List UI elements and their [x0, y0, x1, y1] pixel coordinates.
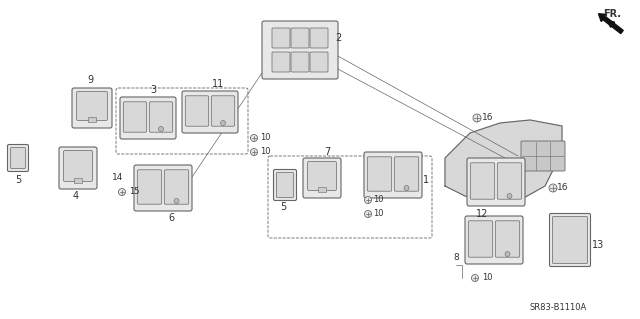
FancyBboxPatch shape	[59, 147, 97, 189]
FancyBboxPatch shape	[164, 170, 189, 204]
FancyBboxPatch shape	[367, 157, 392, 191]
Circle shape	[507, 194, 512, 198]
Text: 16: 16	[483, 114, 493, 122]
Text: 13: 13	[592, 240, 604, 250]
Bar	[318, 187, 326, 192]
FancyBboxPatch shape	[465, 216, 523, 264]
FancyBboxPatch shape	[8, 145, 29, 172]
FancyBboxPatch shape	[273, 169, 296, 201]
FancyBboxPatch shape	[310, 28, 328, 48]
FancyBboxPatch shape	[303, 158, 341, 198]
FancyBboxPatch shape	[276, 173, 294, 197]
Text: 6: 6	[168, 213, 174, 223]
FancyBboxPatch shape	[124, 102, 147, 132]
Text: 10: 10	[482, 273, 492, 283]
FancyBboxPatch shape	[63, 151, 93, 182]
FancyBboxPatch shape	[468, 221, 493, 257]
FancyBboxPatch shape	[211, 96, 235, 126]
FancyBboxPatch shape	[394, 157, 419, 191]
Circle shape	[221, 121, 225, 125]
Text: 2: 2	[335, 33, 341, 43]
Circle shape	[118, 189, 125, 196]
FancyBboxPatch shape	[291, 28, 309, 48]
FancyBboxPatch shape	[138, 170, 162, 204]
Circle shape	[365, 211, 371, 218]
FancyBboxPatch shape	[272, 28, 290, 48]
Text: 8: 8	[453, 254, 459, 263]
FancyBboxPatch shape	[470, 163, 495, 199]
Polygon shape	[445, 120, 562, 203]
Circle shape	[404, 186, 409, 190]
Text: 16: 16	[557, 183, 569, 192]
Circle shape	[250, 135, 257, 142]
FancyBboxPatch shape	[120, 97, 176, 139]
Text: FR.: FR.	[603, 9, 621, 19]
Text: 14: 14	[112, 174, 124, 182]
Circle shape	[365, 197, 371, 204]
FancyBboxPatch shape	[72, 88, 112, 128]
Text: 15: 15	[129, 188, 140, 197]
Text: 5: 5	[15, 175, 21, 185]
Circle shape	[250, 149, 257, 155]
Text: 1: 1	[423, 175, 429, 185]
Text: 7: 7	[324, 147, 330, 157]
Circle shape	[473, 114, 481, 122]
Text: SR83-B1110A: SR83-B1110A	[529, 303, 587, 313]
FancyArrow shape	[598, 14, 623, 33]
Bar	[88, 117, 96, 122]
Text: 5: 5	[280, 202, 286, 212]
FancyBboxPatch shape	[262, 21, 338, 79]
FancyBboxPatch shape	[307, 161, 337, 190]
FancyBboxPatch shape	[521, 141, 565, 171]
FancyBboxPatch shape	[552, 217, 588, 263]
Circle shape	[159, 127, 163, 131]
FancyBboxPatch shape	[550, 213, 591, 266]
Circle shape	[505, 251, 510, 256]
FancyBboxPatch shape	[467, 158, 525, 206]
FancyBboxPatch shape	[495, 221, 520, 257]
Text: 10: 10	[372, 210, 383, 219]
FancyBboxPatch shape	[364, 152, 422, 198]
Text: 11: 11	[212, 79, 224, 89]
Text: 12: 12	[476, 209, 488, 219]
Text: 10: 10	[372, 196, 383, 204]
FancyBboxPatch shape	[291, 52, 309, 72]
FancyBboxPatch shape	[149, 102, 173, 132]
Text: 9: 9	[87, 75, 93, 85]
FancyBboxPatch shape	[134, 165, 192, 211]
FancyBboxPatch shape	[182, 91, 238, 133]
FancyBboxPatch shape	[497, 163, 522, 199]
Circle shape	[549, 184, 557, 192]
FancyBboxPatch shape	[186, 96, 209, 126]
Bar	[74, 178, 82, 183]
FancyBboxPatch shape	[10, 147, 26, 168]
Text: 3: 3	[150, 85, 156, 95]
Text: 10: 10	[260, 147, 270, 157]
FancyBboxPatch shape	[310, 52, 328, 72]
Text: 4: 4	[73, 191, 79, 201]
Circle shape	[174, 198, 179, 204]
Text: 10: 10	[260, 133, 270, 143]
FancyBboxPatch shape	[272, 52, 290, 72]
FancyBboxPatch shape	[77, 92, 108, 121]
Circle shape	[472, 275, 479, 281]
